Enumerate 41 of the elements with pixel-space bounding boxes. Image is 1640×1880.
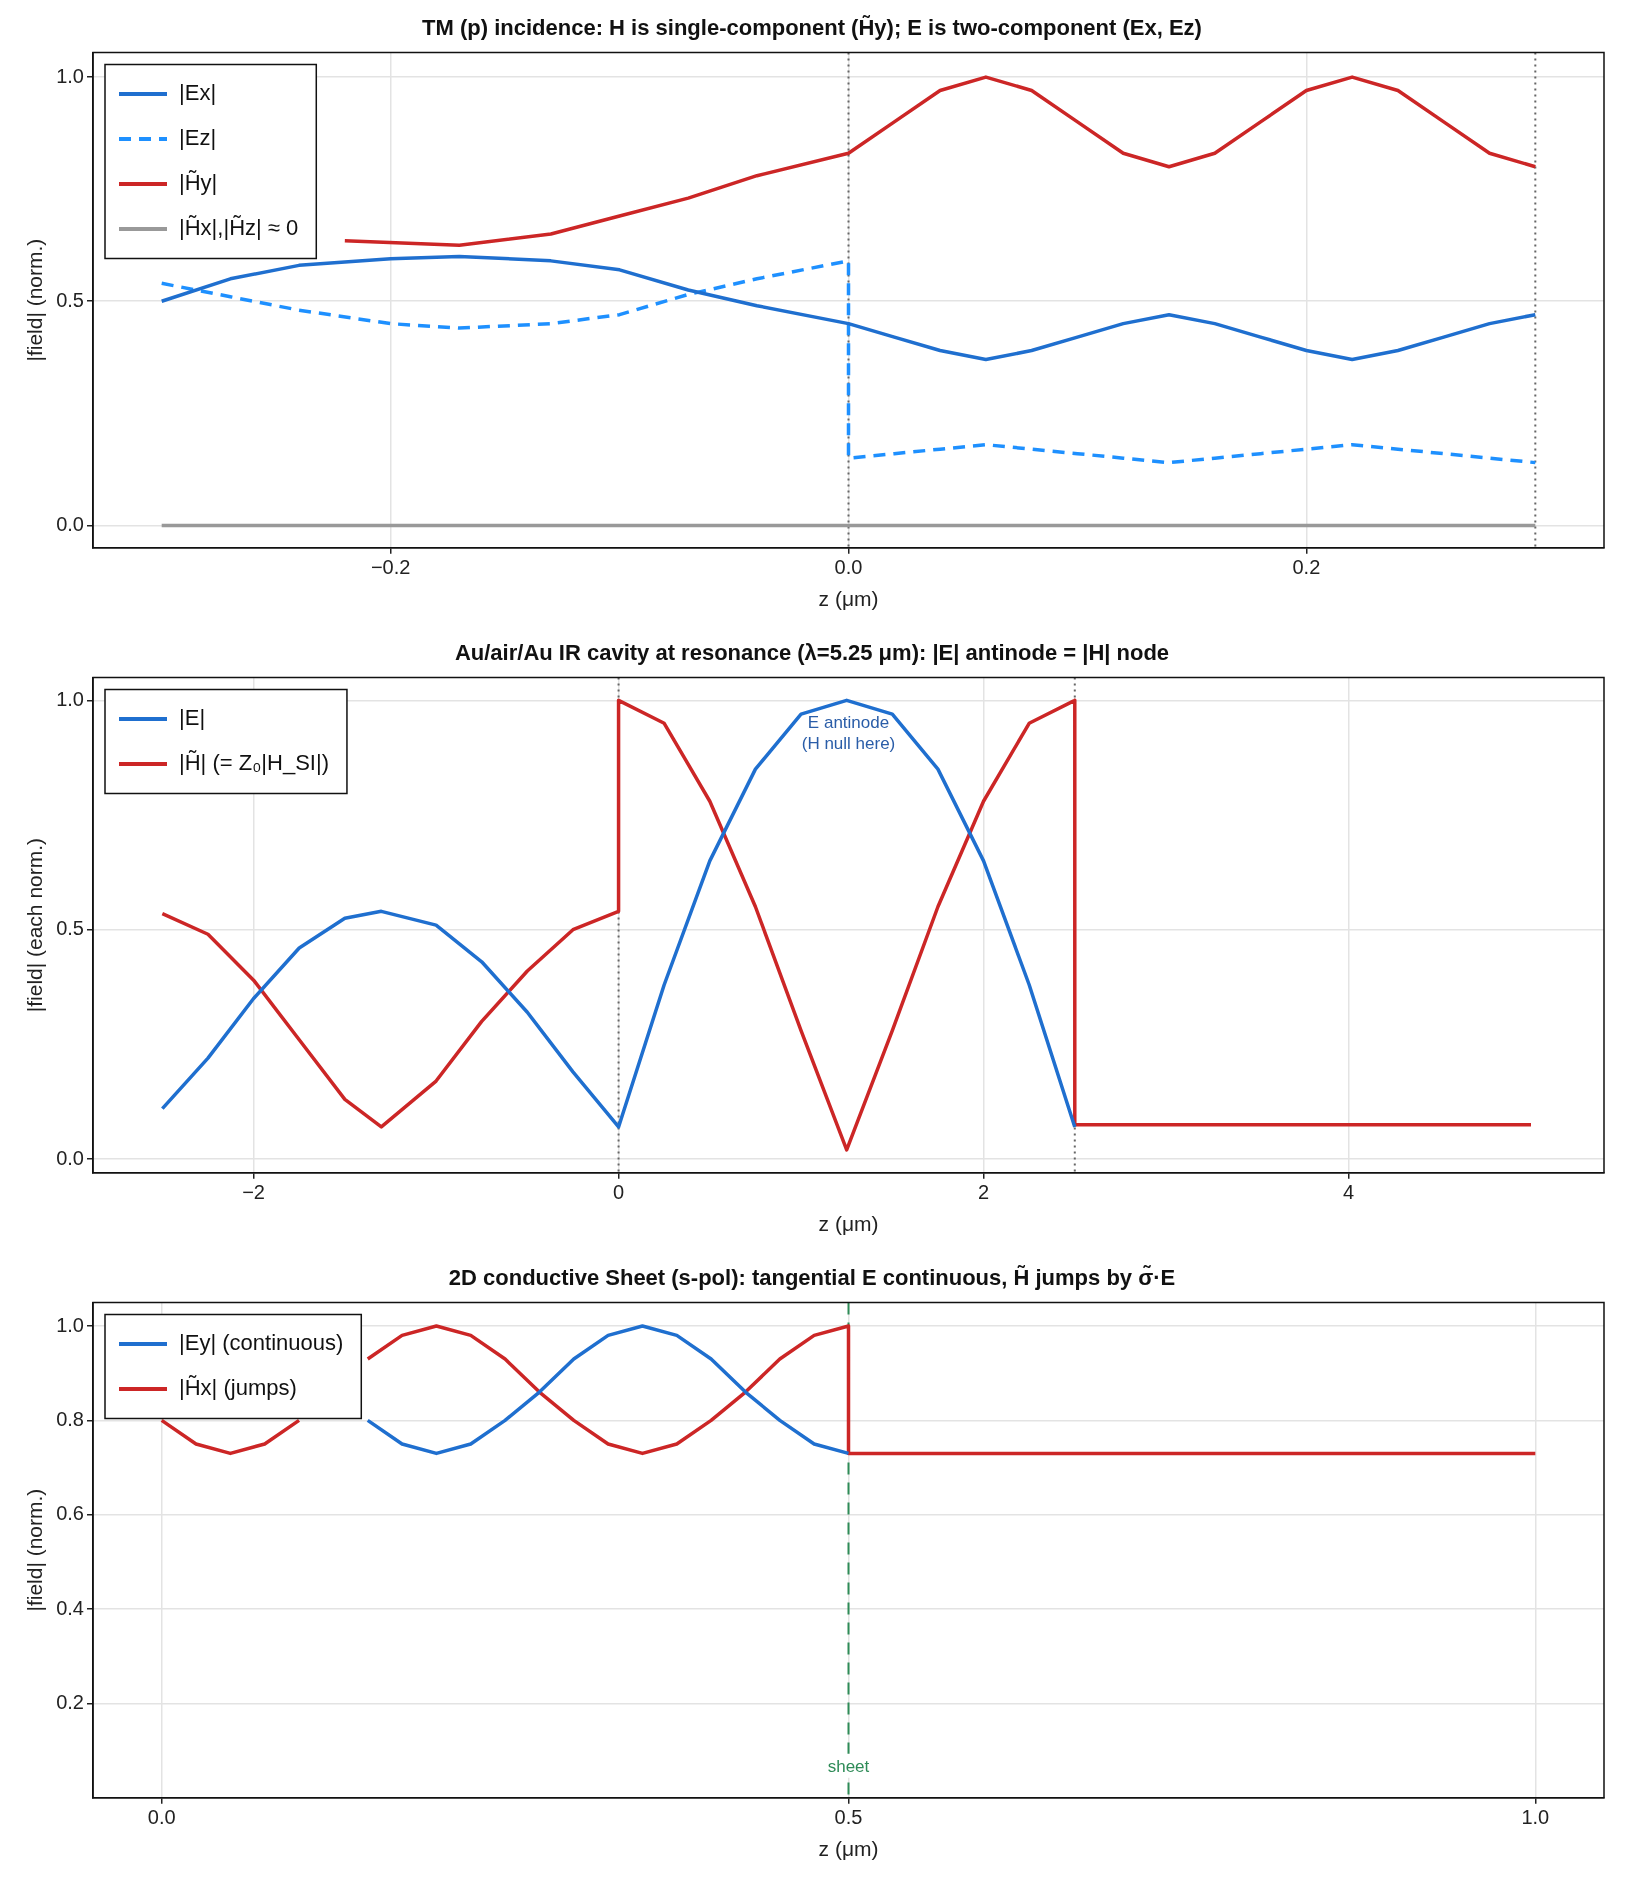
y-tick-label: 1.0 <box>56 64 84 87</box>
legend-label: |H̃x|,|H̃z| ≈ 0 <box>179 214 299 240</box>
legend-label: |Ez| <box>179 124 217 150</box>
chart-title: 2D conductive Sheet (s-pol): tangential E continuous, H̃ jumps by σ̃·E <box>448 1265 1176 1291</box>
y-tick-label: 1.0 <box>56 1313 84 1336</box>
x-tick-label: 4 <box>1342 1181 1355 1204</box>
legend-label: |Ey| (continuous) <box>179 1329 344 1355</box>
x-tick-label: 2 <box>977 1181 990 1204</box>
legend-label: |H̃y| <box>179 169 218 195</box>
line-series <box>159 259 1538 465</box>
x-tick-label: 0 <box>613 1181 625 1204</box>
y-tick-label: 1.0 <box>56 687 84 710</box>
x-axis-title: z (μm) <box>818 1837 879 1861</box>
x-tick-label: 0.0 <box>834 556 863 579</box>
x-tick-label: 0.2 <box>1292 556 1321 579</box>
y-tick-label: 0.0 <box>56 512 84 535</box>
x-tick-label: 0.0 <box>147 1806 176 1829</box>
y-axis-title: |field| (norm.) <box>23 1488 47 1612</box>
x-tick-label: 1.0 <box>1521 1806 1550 1829</box>
ref-line-label: sheet <box>827 1756 870 1776</box>
annotation: E antinode (H null here) <box>801 713 896 754</box>
x-axis-title: z (μm) <box>818 1212 879 1236</box>
y-tick-label: 0.5 <box>56 917 84 940</box>
chart-title: TM (p) incidence: H is single-component (H̃y); E is two-component (Ex, Ez) <box>422 15 1202 41</box>
x-tick-label: −0.2 <box>370 556 411 579</box>
y-axis-title: |field| (each norm.) <box>23 837 47 1013</box>
y-tick-label: 0.2 <box>56 1690 84 1713</box>
y-tick-label: 0.0 <box>56 1146 84 1169</box>
y-tick-label: 0.4 <box>56 1596 84 1619</box>
x-tick-label: −2 <box>242 1181 265 1204</box>
legend-label: |H̃| (= Z₀|H_SI|) <box>179 749 329 775</box>
chart-title: Au/air/Au IR cavity at resonance (λ=5.25 μm): |E| antinode = |H| node <box>454 640 1170 666</box>
y-tick-label: 0.5 <box>56 288 84 311</box>
y-axis-title: |field| (norm.) <box>23 238 47 362</box>
x-tick-label: 0.5 <box>834 1806 863 1829</box>
legend-label: |E| <box>179 704 206 730</box>
legend-label: |H̃x| (jumps) <box>179 1374 297 1400</box>
y-tick-label: 0.6 <box>56 1502 84 1525</box>
y-tick-label: 0.8 <box>56 1407 84 1430</box>
x-axis-title: z (μm) <box>818 587 879 611</box>
legend-label: |Ex| <box>179 79 217 105</box>
